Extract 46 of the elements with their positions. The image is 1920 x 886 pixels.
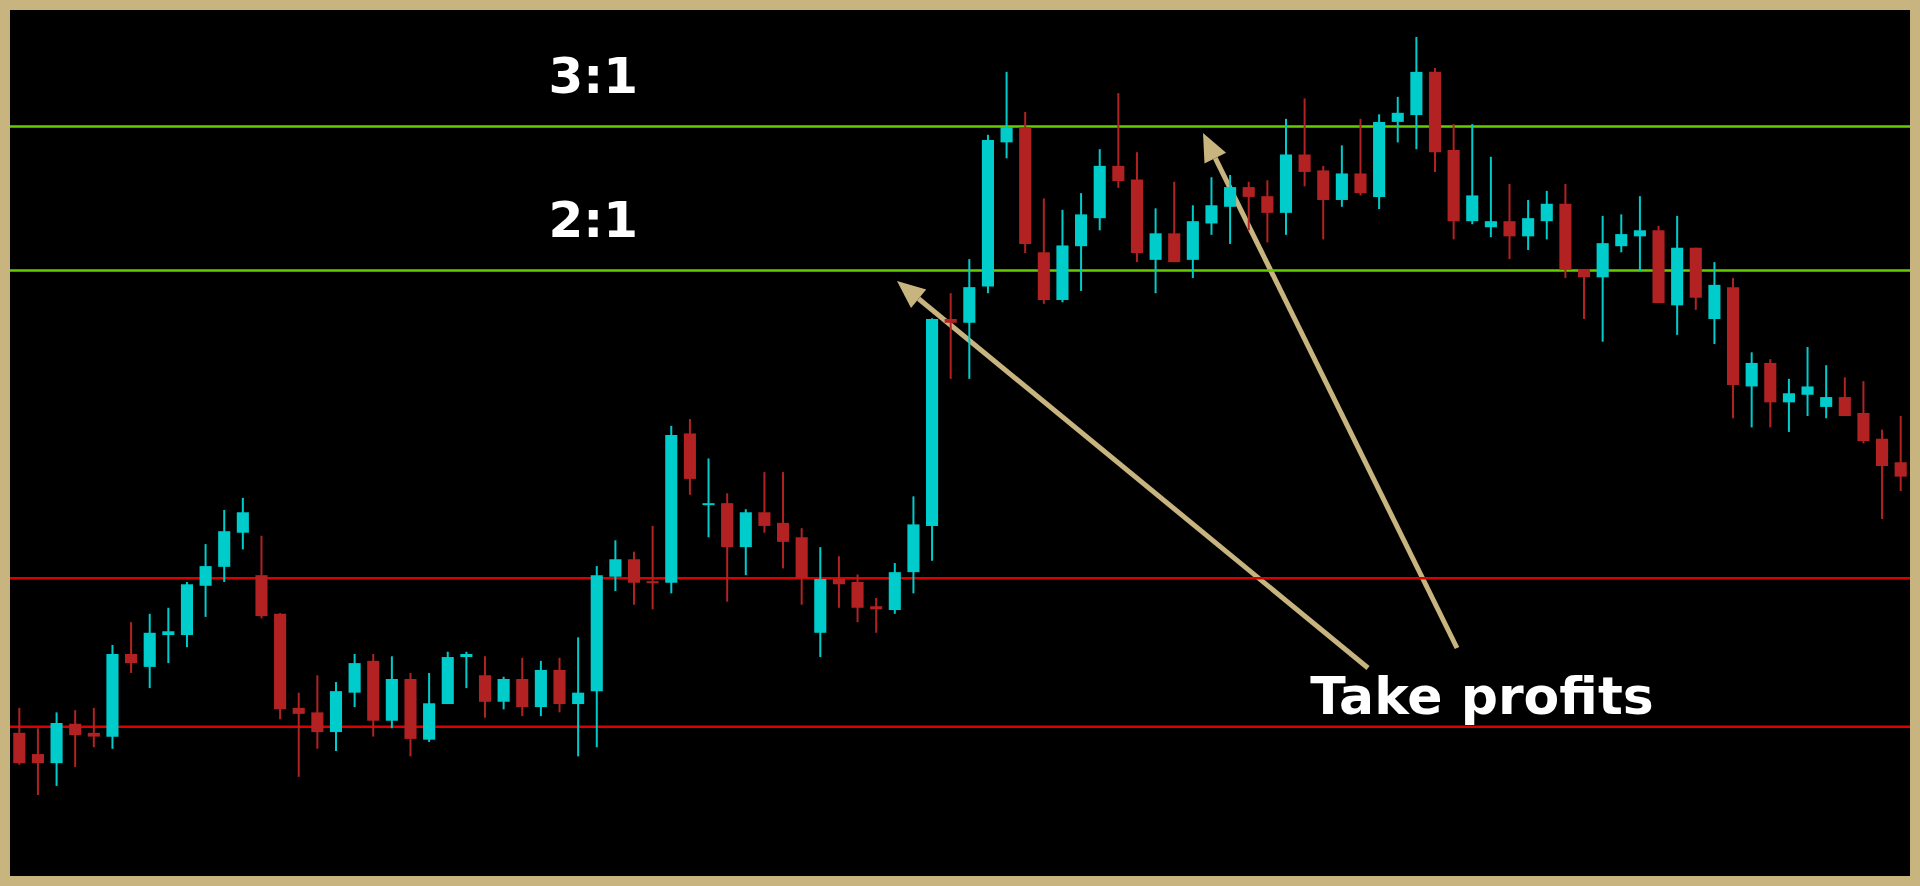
candlestick bbox=[832, 555, 845, 609]
candlestick bbox=[460, 650, 473, 690]
candlestick bbox=[69, 709, 82, 768]
candlestick bbox=[1224, 173, 1237, 245]
candlestick bbox=[776, 471, 790, 570]
candlestick bbox=[125, 621, 138, 674]
candlestick bbox=[646, 524, 659, 611]
candlestick bbox=[1484, 155, 1497, 239]
candlestick bbox=[1615, 213, 1628, 254]
candlestick bbox=[1112, 92, 1125, 189]
candlestick bbox=[1577, 267, 1591, 320]
candlestick bbox=[1354, 117, 1367, 197]
candlestick bbox=[1894, 415, 1907, 493]
candlestick bbox=[870, 596, 883, 634]
candlestick bbox=[1782, 377, 1795, 433]
candlestick bbox=[1205, 176, 1218, 236]
candlestick bbox=[1391, 95, 1404, 144]
candlestick bbox=[1000, 70, 1013, 160]
candlestick bbox=[944, 292, 957, 380]
candlestick bbox=[1633, 195, 1646, 273]
candlestick bbox=[87, 706, 100, 749]
candlestick bbox=[1242, 180, 1255, 232]
candlestick bbox=[292, 691, 305, 778]
candlestick bbox=[1261, 179, 1274, 244]
ref-line-label: 2:1 bbox=[548, 191, 639, 250]
candlestick bbox=[572, 636, 585, 758]
ref-line-label: 3:1 bbox=[548, 47, 639, 106]
candlestick bbox=[1745, 351, 1758, 429]
candlestick bbox=[758, 471, 771, 534]
candlestick bbox=[1540, 189, 1553, 241]
candlestick bbox=[1522, 198, 1535, 251]
candlestick bbox=[497, 675, 510, 711]
annotation: Take profits bbox=[1310, 665, 1654, 726]
candlestick bbox=[311, 674, 324, 750]
candlestick bbox=[1801, 346, 1814, 417]
candlestick bbox=[702, 457, 715, 539]
candlestick bbox=[236, 496, 249, 551]
candlestick bbox=[162, 606, 175, 665]
candlestick bbox=[609, 539, 622, 593]
candlestick bbox=[199, 543, 212, 618]
candlestick bbox=[1503, 183, 1516, 261]
candlestick bbox=[31, 727, 44, 796]
candlestick bbox=[627, 550, 641, 606]
candlestick bbox=[1838, 376, 1851, 417]
candlestick bbox=[1298, 97, 1311, 188]
candlestick bbox=[1820, 364, 1833, 420]
